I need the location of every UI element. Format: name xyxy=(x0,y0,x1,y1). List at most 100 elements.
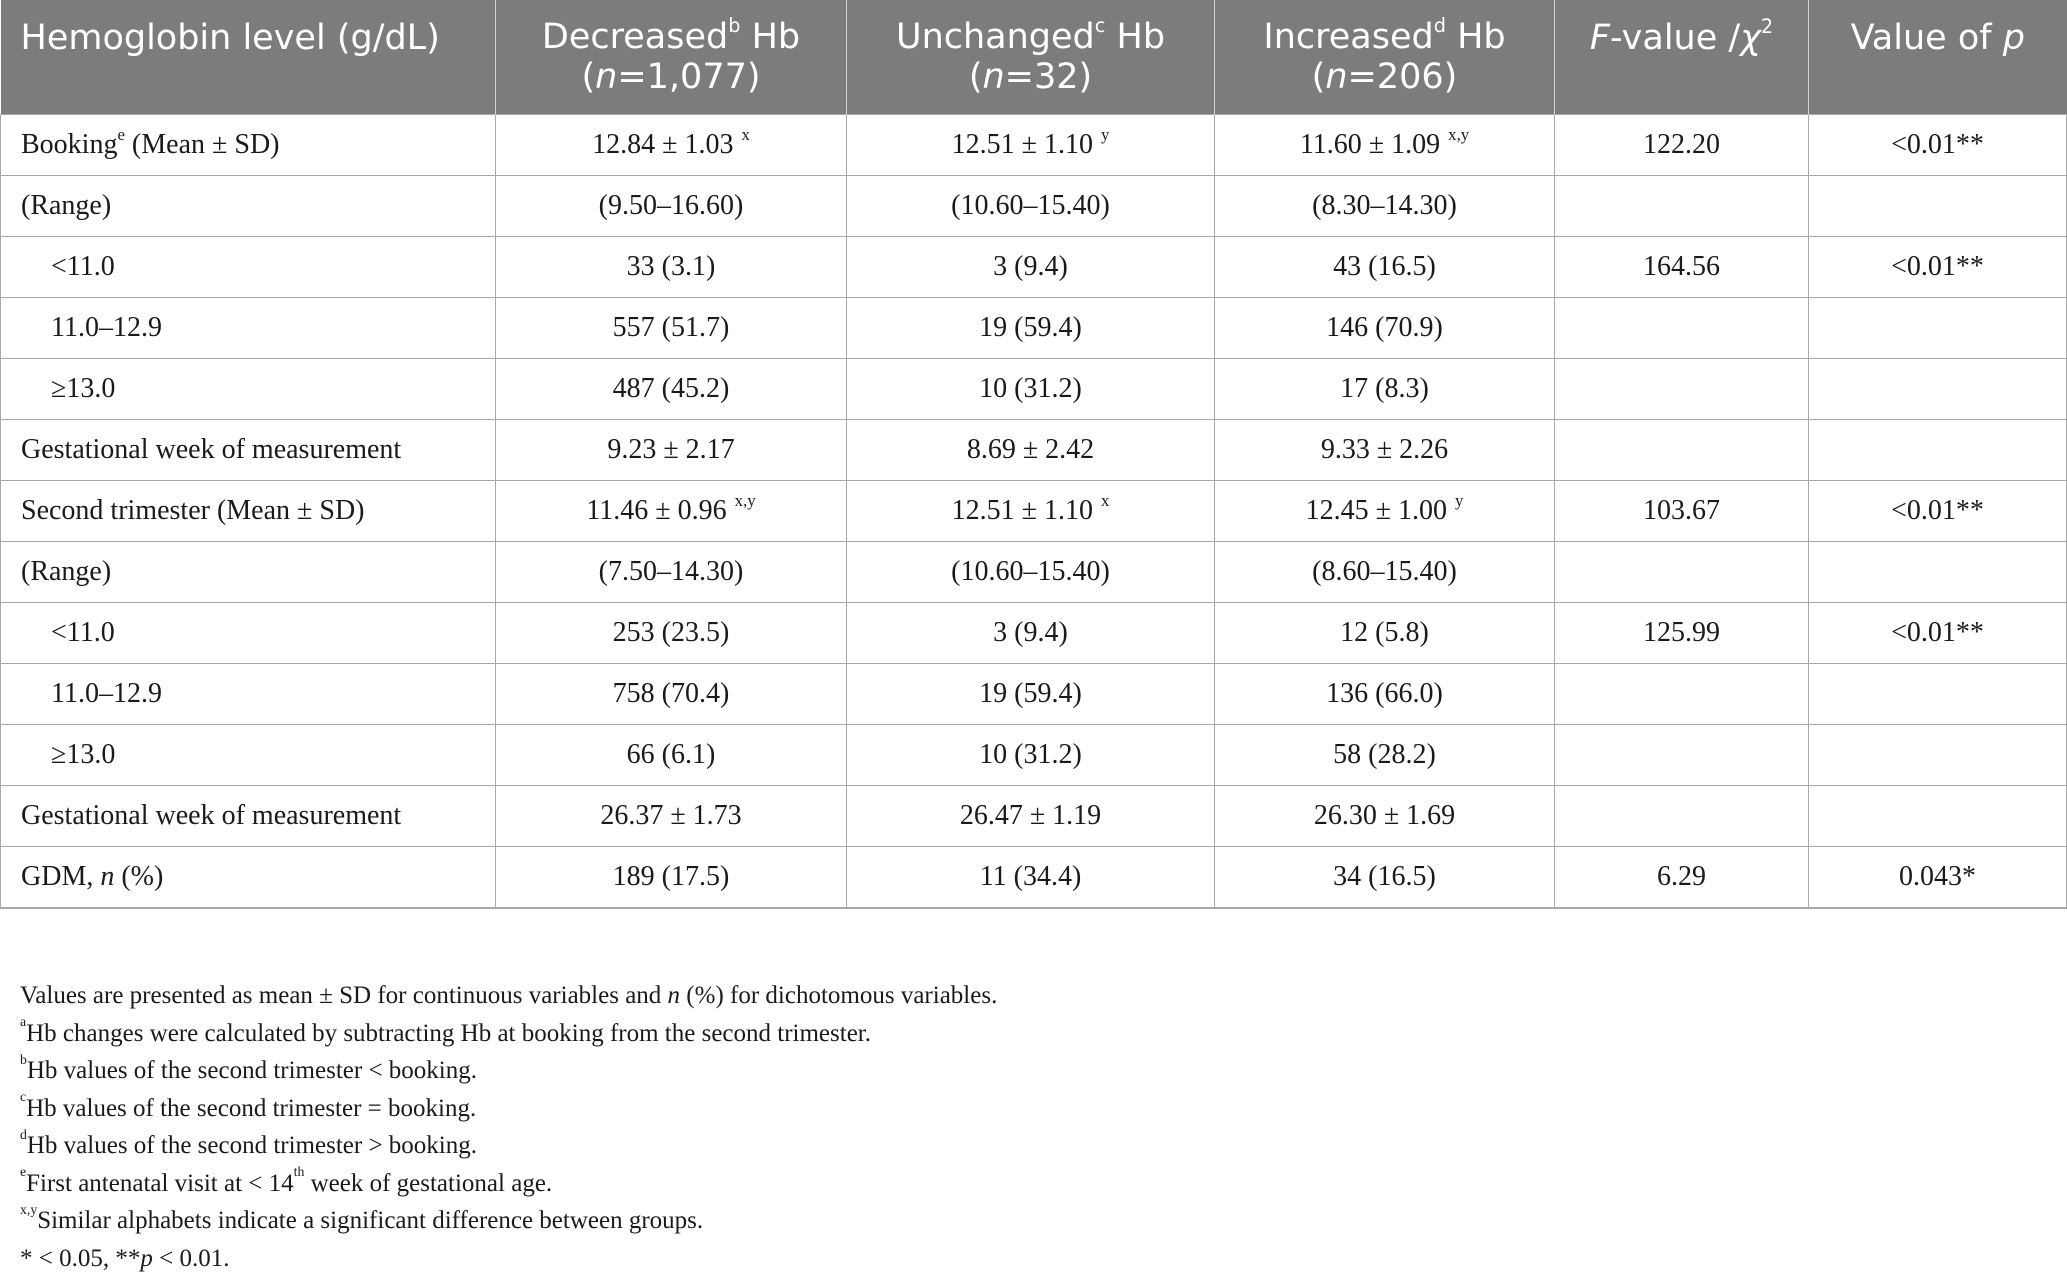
row-label: Bookinge (Mean ± SD) xyxy=(0,114,496,176)
table-footnotes: Values are presented as mean ± SD for co… xyxy=(20,977,997,1277)
footnote-c: cHb values of the second trimester = boo… xyxy=(20,1089,477,1122)
table-row: Gestational week of measurement 26.37 ± 1… xyxy=(0,785,2067,847)
footnote-a: aHb changes were calculated by subtracti… xyxy=(20,1014,871,1047)
row-label: (Range) xyxy=(0,175,496,237)
cell-decreased-value: 253 (23.5) xyxy=(495,602,847,664)
header-hemoglobin-level: Hemoglobin level (g/dL) xyxy=(0,0,496,115)
row-label: GDM, n (%) xyxy=(0,846,496,909)
cell-p-value xyxy=(1808,297,2067,359)
row-label: Second trimester (Mean ± SD) xyxy=(0,480,496,542)
cell-p-value: <0.01** xyxy=(1808,236,2067,298)
cell-unchanged-value: 12.51 ± 1.10 y xyxy=(846,114,1215,176)
footnote-values: Values are presented as mean ± SD for co… xyxy=(20,982,998,1009)
cell-p-value: <0.01** xyxy=(1808,114,2067,176)
cell-p-value: <0.01** xyxy=(1808,480,2067,542)
cell-p-value: 0.043* xyxy=(1808,846,2067,909)
row-label: (Range) xyxy=(0,541,496,603)
header-decreased-hb: Decreasedb Hb (n=1,077) xyxy=(495,0,847,115)
cell-p-value xyxy=(1808,175,2067,237)
cell-increased-value: 34 (16.5) xyxy=(1214,846,1555,909)
cell-f-chi-value xyxy=(1554,724,1809,786)
table-body: Bookinge (Mean ± SD) 12.84 ± 1.03 x 12.51 ±… xyxy=(0,114,2067,909)
row-label: <11.0 xyxy=(0,602,496,664)
cell-p-value xyxy=(1808,724,2067,786)
cell-f-chi-value xyxy=(1554,541,1809,603)
row-label: Gestational week of measurement xyxy=(0,419,496,481)
row-label: ≥13.0 xyxy=(0,358,496,420)
cell-unchanged-value: (10.60–15.40) xyxy=(846,541,1215,603)
cell-unchanged-value: 10 (31.2) xyxy=(846,358,1215,420)
cell-increased-value: 26.30 ± 1.69 xyxy=(1214,785,1555,847)
row-label: 11.0–12.9 xyxy=(0,663,496,725)
n-decreased: (n=1,077) xyxy=(581,57,761,97)
cell-p-value xyxy=(1808,785,2067,847)
cell-increased-value: (8.60–15.40) xyxy=(1214,541,1555,603)
cell-unchanged-value: 19 (59.4) xyxy=(846,297,1215,359)
cell-increased-value: 136 (66.0) xyxy=(1214,663,1555,725)
header-increased-hb: Increasedd Hb (n=206) xyxy=(1214,0,1555,115)
cell-decreased-value: 33 (3.1) xyxy=(495,236,847,298)
cell-increased-value: 9.33 ± 2.26 xyxy=(1214,419,1555,481)
results-table: Hemoglobin level (g/dL) Decreasedb Hb (n… xyxy=(0,0,2067,909)
cell-unchanged-value: 26.47 ± 1.19 xyxy=(846,785,1215,847)
cell-f-chi-value xyxy=(1554,785,1809,847)
cell-decreased-value: 557 (51.7) xyxy=(495,297,847,359)
cell-decreased-value: (7.50–14.30) xyxy=(495,541,847,603)
table-row: ≥13.0 487 (45.2) 10 (31.2) 17 (8.3) xyxy=(0,358,2067,420)
table-row: Second trimester (Mean ± SD) 11.46 ± 0.96… xyxy=(0,480,2067,542)
cell-increased-value: 12.45 ± 1.00 y xyxy=(1214,480,1555,542)
row-label: ≥13.0 xyxy=(0,724,496,786)
cell-decreased-value: 11.46 ± 0.96 x,y xyxy=(495,480,847,542)
cell-unchanged-value: 11 (34.4) xyxy=(846,846,1215,909)
footnote-b: bHb values of the second trimester < boo… xyxy=(20,1051,477,1084)
cell-f-chi-value xyxy=(1554,175,1809,237)
cell-increased-value: 11.60 ± 1.09 x,y xyxy=(1214,114,1555,176)
cell-f-chi-value xyxy=(1554,419,1809,481)
table-container: Hemoglobin level (g/dL) Decreasedb Hb (n… xyxy=(0,0,2067,909)
table-row: Gestational week of measurement 9.23 ± 2.… xyxy=(0,419,2067,481)
cell-decreased-value: 9.23 ± 2.17 xyxy=(495,419,847,481)
cell-decreased-value: 189 (17.5) xyxy=(495,846,847,909)
cell-p-value xyxy=(1808,358,2067,420)
table-row: GDM, n (%) 189 (17.5) 11 (34.4) 34 (16.5) 6.… xyxy=(0,846,2067,909)
cell-increased-value: 58 (28.2) xyxy=(1214,724,1555,786)
cell-increased-value: 12 (5.8) xyxy=(1214,602,1555,664)
cell-unchanged-value: 12.51 ± 1.10 x xyxy=(846,480,1215,542)
cell-increased-value: (8.30–14.30) xyxy=(1214,175,1555,237)
cell-unchanged-value: 8.69 ± 2.42 xyxy=(846,419,1215,481)
cell-increased-value: 17 (8.3) xyxy=(1214,358,1555,420)
cell-f-chi-value: 103.67 xyxy=(1554,480,1809,542)
cell-unchanged-value: 10 (31.2) xyxy=(846,724,1215,786)
cell-unchanged-value: 19 (59.4) xyxy=(846,663,1215,725)
row-label: <11.0 xyxy=(0,236,496,298)
footnote-e: eFirst antenatal visit at < 14th week of… xyxy=(20,1164,553,1197)
cell-unchanged-value: (10.60–15.40) xyxy=(846,175,1215,237)
cell-decreased-value: (9.50–16.60) xyxy=(495,175,847,237)
cell-decreased-value: 12.84 ± 1.03 x xyxy=(495,114,847,176)
footnote-d: dHb values of the second trimester > boo… xyxy=(20,1126,477,1159)
cell-increased-value: 43 (16.5) xyxy=(1214,236,1555,298)
cell-f-chi-value xyxy=(1554,358,1809,420)
cell-decreased-value: 758 (70.4) xyxy=(495,663,847,725)
table-row: <11.0 33 (3.1) 3 (9.4) 43 (16.5) 164.56 <0.01… xyxy=(0,236,2067,298)
table-row: ≥13.0 66 (6.1) 10 (31.2) 58 (28.2) xyxy=(0,724,2067,786)
table-row: 11.0–12.9 557 (51.7) 19 (59.4) 146 (70.9) xyxy=(0,297,2067,359)
cell-increased-value: 146 (70.9) xyxy=(1214,297,1555,359)
footnote-significance: * < 0.05, **p < 0.01. xyxy=(20,1244,230,1272)
table-row: (Range) (7.50–14.30) (10.60–15.40) (8.60–15… xyxy=(0,541,2067,603)
row-label: 11.0–12.9 xyxy=(0,297,496,359)
cell-f-chi-value xyxy=(1554,663,1809,725)
table-row: 11.0–12.9 758 (70.4) 19 (59.4) 136 (66.0) xyxy=(0,663,2067,725)
n-unchanged: (n=32) xyxy=(968,57,1093,97)
table-row: Bookinge (Mean ± SD) 12.84 ± 1.03 x 12.51 ±… xyxy=(0,114,2067,176)
header-row: Hemoglobin level (g/dL) Decreasedb Hb (n… xyxy=(0,0,2067,115)
cell-unchanged-value: 3 (9.4) xyxy=(846,602,1215,664)
cell-p-value: <0.01** xyxy=(1808,602,2067,664)
cell-unchanged-value: 3 (9.4) xyxy=(846,236,1215,298)
header-unchanged-hb: Unchangedc Hb (n=32) xyxy=(846,0,1215,115)
cell-decreased-value: 66 (6.1) xyxy=(495,724,847,786)
cell-f-chi-value: 122.20 xyxy=(1554,114,1809,176)
footnote-xy: x,ySimilar alphabets indicate a signific… xyxy=(20,1201,704,1234)
header-p-value: Value of p xyxy=(1808,0,2067,115)
cell-f-chi-value xyxy=(1554,297,1809,359)
